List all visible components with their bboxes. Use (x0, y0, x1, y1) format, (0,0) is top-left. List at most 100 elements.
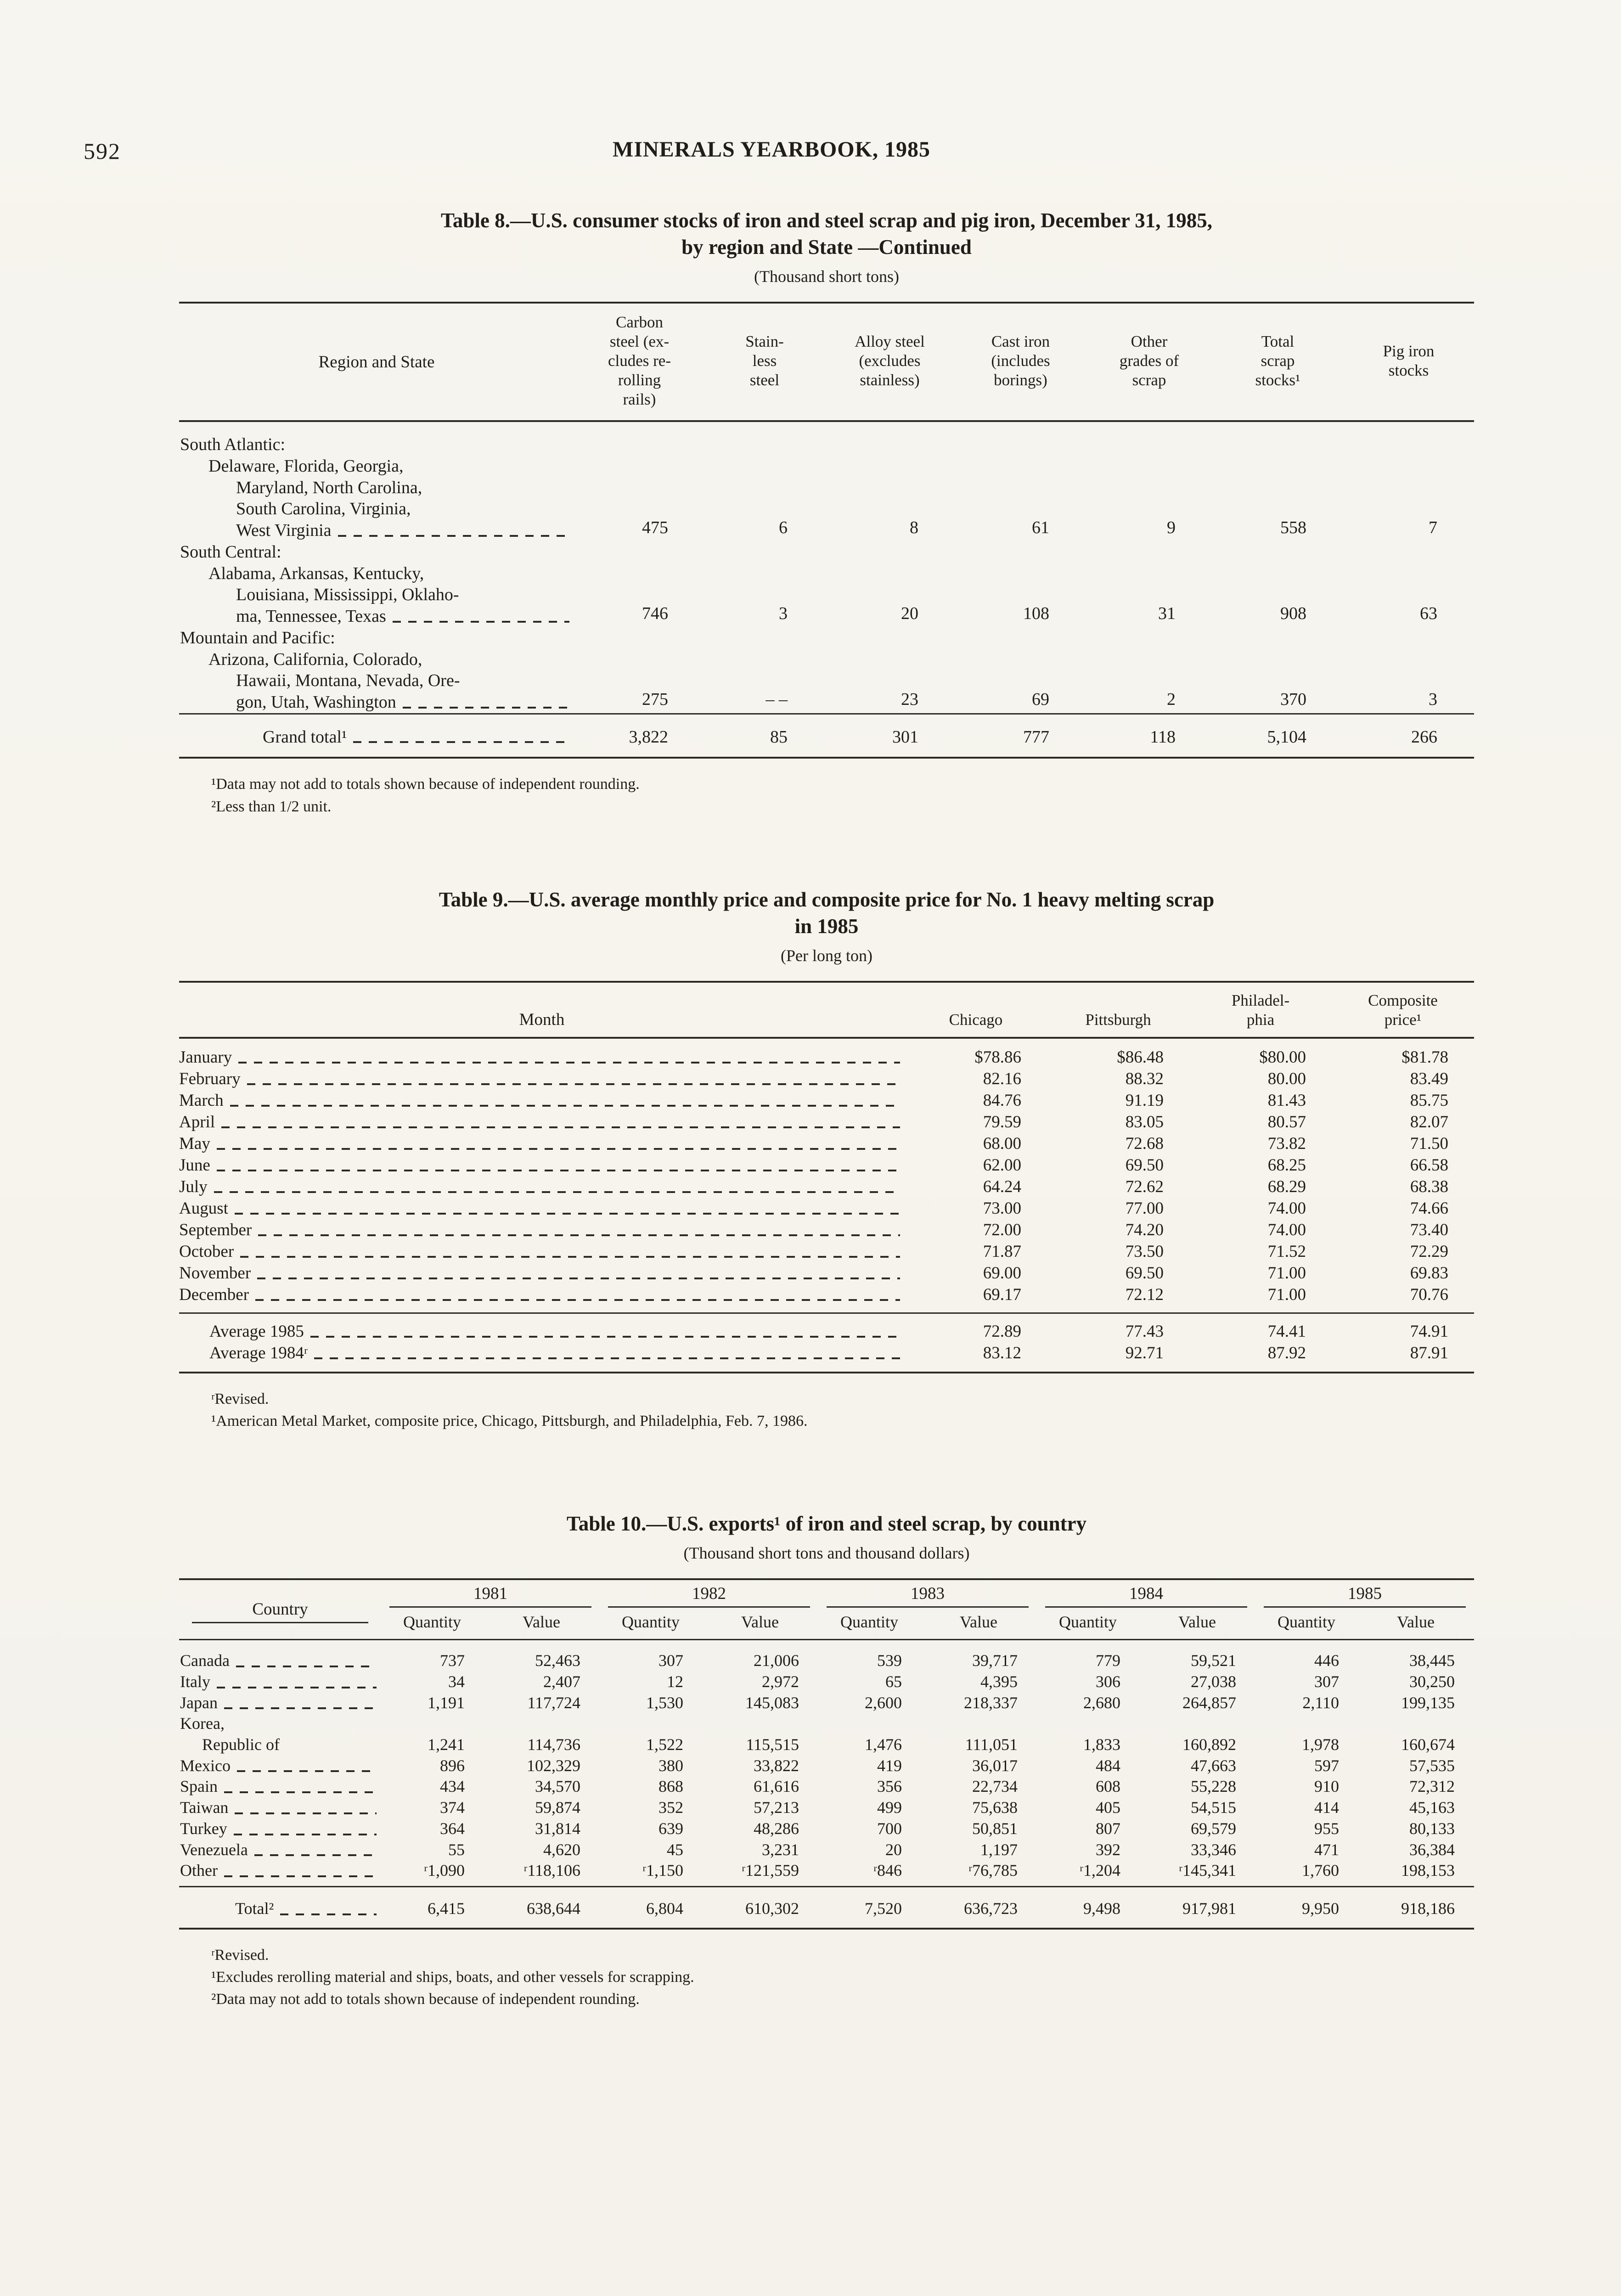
value-cell: 6 (779, 518, 788, 538)
row-label-text: Italy (180, 1672, 210, 1691)
table10-stub-header: Country (179, 1579, 381, 1640)
quantity-cell: 779 (1096, 1651, 1120, 1670)
row-label-line: Mexico (179, 1756, 381, 1777)
total-value-cell: 917,981 (1182, 1899, 1236, 1918)
region-label-line: Maryland, North Carolina, (236, 478, 422, 497)
document-page: 592 MINERALS YEARBOOK, 1985 Table 8.—U.S… (84, 0, 1474, 2011)
price-cell: 77.00 (1125, 1199, 1164, 1218)
quantity-cell: 471 (1314, 1840, 1339, 1859)
table10-footnote: ²Data may not add to totals shown becaus… (211, 1991, 640, 2008)
quantity-cell: 65 (885, 1672, 902, 1691)
dash-leader (236, 1770, 377, 1773)
region-label-line: Hawaii, Montana, Nevada, Ore- (236, 671, 460, 691)
country-label: Venezuela (179, 1840, 381, 1861)
country-label: Turkey (179, 1818, 381, 1840)
value-cell: 3 (1429, 690, 1437, 709)
value-cell: 9 (1167, 518, 1176, 538)
row-label-line: February (179, 1069, 905, 1090)
total-value-cell: 9,950 (1302, 1899, 1339, 1918)
table10-row: Korea, Republic of 1,241 114,736 1,522 115,51… (179, 1713, 1474, 1755)
value-cell: ʳ118,106 (523, 1861, 581, 1880)
table10-col-value-1985: Value (1397, 1613, 1435, 1632)
value-cell: 117,724 (527, 1693, 580, 1712)
table8-footnote: ¹Data may not add to totals shown becaus… (211, 776, 640, 793)
dash-leader (338, 535, 569, 537)
quantity-cell: 1,833 (1083, 1735, 1120, 1754)
quantity-cell: ʳ1,090 (424, 1861, 465, 1880)
price-cell: 71.52 (1267, 1242, 1306, 1261)
value-cell: 111,051 (965, 1735, 1018, 1754)
value-cell: 21,006 (754, 1651, 799, 1670)
table8-col-carbon-steel: Carbon steel (ex- cludes re- rolling rai… (608, 313, 671, 409)
row-label-text: Canada (180, 1651, 230, 1670)
quantity-cell: 1,191 (428, 1693, 465, 1712)
table9-unit-note: (Per long ton) (781, 946, 872, 965)
quantity-cell: 405 (1096, 1798, 1120, 1817)
table8-row: Alabama, Arkansas, Kentucky, Louisiana, M… (179, 563, 1474, 627)
table9-col-pittsburgh: Pittsburgh (1085, 1011, 1151, 1029)
price-cell: 72.00 (983, 1221, 1021, 1240)
row-label-line: Average 1984ʳ (209, 1343, 905, 1364)
value-cell: 114,736 (527, 1735, 580, 1754)
price-cell: 88.32 (1125, 1069, 1164, 1089)
row-label-text: ma, Tennessee, Texas (236, 607, 386, 626)
table9-footnote: ¹American Metal Market, composite price,… (211, 1412, 808, 1430)
row-label-line: November (179, 1263, 905, 1284)
year-label: 1983 (827, 1580, 1029, 1608)
dash-leader (255, 1299, 900, 1301)
row-label-text: gon, Utah, Washington (236, 692, 396, 712)
table8-col-pig-iron: Pig iron stocks (1383, 342, 1435, 380)
row-label-text: August (179, 1199, 228, 1218)
table10-footnote: ʳRevised. (211, 1946, 269, 1964)
table9-row: March 84.76 91.19 81.43 85.75 (179, 1090, 1474, 1112)
month-label: April (179, 1112, 905, 1133)
dash-leader (247, 1083, 900, 1086)
row-label-line: Average 1985 (209, 1321, 905, 1343)
total-value-cell: 918,186 (1401, 1899, 1455, 1918)
table10-row: Japan 1,191 117,724 1,530 145,083 2,600 218,33… (179, 1693, 1474, 1714)
row-label-line: Taiwan (179, 1797, 381, 1818)
table10-col-quantity-1982: Quantity (622, 1613, 680, 1632)
quantity-cell: 419 (877, 1756, 902, 1775)
running-head-title: MINERALS YEARBOOK, 1985 (613, 137, 930, 162)
value-cell: 7 (1429, 518, 1437, 538)
table10-col-value-1981: Value (523, 1613, 560, 1632)
price-cell: 83.49 (1410, 1069, 1448, 1089)
table9-row: June 62.00 69.50 68.25 66.58 (179, 1155, 1474, 1176)
country-label: Mexico (179, 1756, 381, 1777)
row-label-line: gon, Utah, Washington (179, 692, 574, 713)
row-label-line: August (179, 1198, 905, 1220)
total-value-cell: 266 (1411, 727, 1437, 747)
dash-leader (240, 1256, 900, 1258)
row-label-line: March (179, 1090, 905, 1112)
year-label: 1985 (1264, 1580, 1466, 1608)
month-label: August (179, 1198, 905, 1220)
dash-leader (235, 1812, 377, 1814)
table8-row: South Atlantic: (179, 421, 1474, 456)
value-cell: 160,892 (1182, 1735, 1236, 1754)
dash-leader (234, 1213, 900, 1215)
value-cell: 275 (642, 690, 668, 709)
price-cell: 62.00 (983, 1156, 1021, 1175)
table9-body: January $78.86 $86.48 $80.00 $81.78 February 8… (179, 1038, 1474, 1313)
dash-leader (214, 1191, 900, 1193)
table8-footnote: ²Less than 1/2 unit. (211, 798, 332, 815)
table10-header: Country 1981 1982 1983 1984 1985 Quantit… (179, 1579, 1474, 1640)
value-cell: 57,213 (754, 1798, 799, 1817)
running-head: 592 MINERALS YEARBOOK, 1985 (84, 137, 1474, 165)
value-cell: 55,228 (1191, 1777, 1236, 1796)
quantity-cell: 34 (448, 1672, 465, 1691)
value-cell: 33,822 (754, 1756, 799, 1775)
table8-col-stainless-steel: Stain- less steel (745, 332, 784, 389)
table8-title: Table 8.—U.S. consumer stocks of iron an… (179, 208, 1474, 260)
table10-year-header-row: Country 1981 1982 1983 1984 1985 (179, 1579, 1474, 1624)
price-cell: 69.00 (983, 1264, 1021, 1283)
country-label: Canada (179, 1640, 381, 1671)
price-cell: 71.50 (1410, 1134, 1448, 1154)
price-cell: 81.43 (1267, 1091, 1306, 1110)
table8-title-line1: Table 8.—U.S. consumer stocks of iron an… (440, 209, 1213, 232)
row-label-line: Turkey (179, 1818, 381, 1840)
quantity-cell: ʳ846 (873, 1861, 902, 1880)
quantity-cell: 484 (1096, 1756, 1120, 1775)
region-label: Arizona, California, Colorado, Hawaii, Mo… (179, 649, 574, 714)
